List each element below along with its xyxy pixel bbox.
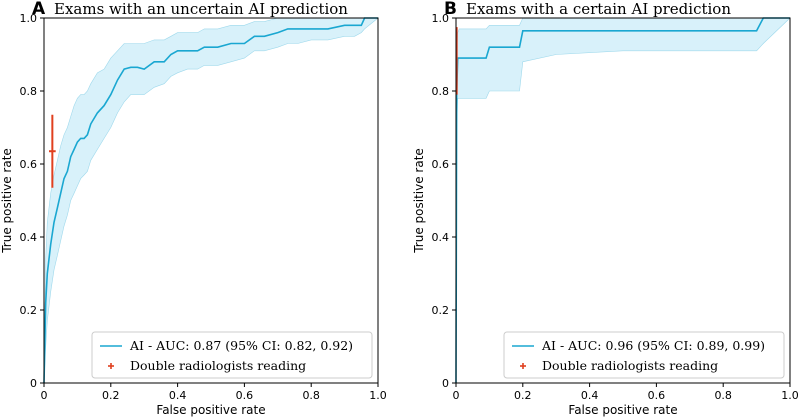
x-tick-label: 0.2: [514, 389, 532, 402]
roc-curve: [455, 17, 790, 384]
panel-b-plot-area: [455, 17, 791, 384]
x-tick-label: 1.0: [369, 389, 387, 402]
x-tick-label: 0.4: [169, 389, 187, 402]
panel-a-axes-frame: [43, 17, 379, 384]
x-tick-label: 0.6: [648, 389, 666, 402]
panel-a: 0 0.2 0.4 0.6 0.8 1.0 0 0.2 0.4 0.6 0.8 1.0 A Exams…: [0, 0, 387, 417]
y-tick-label: 0.2: [20, 304, 38, 317]
reader-point: [49, 114, 56, 188]
y-tick-label: 1.0: [432, 12, 450, 25]
x-tick-label: 0: [41, 389, 48, 402]
panel-a-title: Exams with an uncertain AI prediction: [54, 0, 348, 18]
y-tick-label: 0: [442, 377, 449, 390]
x-tick-label: 0.8: [302, 389, 320, 402]
panel-a-legend: AI - AUC: 0.87 (95% CI: 0.82, 0.92) Doub…: [91, 331, 373, 379]
y-tick-label: 1.0: [20, 12, 38, 25]
panel-a-plot-area: [43, 17, 379, 384]
y-tick-label: 0.8: [20, 85, 38, 98]
panel-b-legend-box: [503, 331, 785, 379]
y-tick-label: 0.6: [432, 158, 450, 171]
panel-b-legend-reader-swatch: [520, 363, 526, 369]
panel-b-legend-roc-label: AI - AUC: 0.96 (95% CI: 0.89, 0.99): [541, 338, 765, 353]
y-tick-label: 0: [30, 377, 37, 390]
panel-b-y-axis-label: True positive rate: [412, 148, 426, 254]
y-tick-label: 0.6: [20, 158, 38, 171]
panel-a-letter: A: [32, 0, 46, 19]
x-tick-label: 0: [453, 389, 460, 402]
panel-b-ticks: 0 0.2 0.4 0.6 0.8 1.0 0 0.2 0.4 0.6 0.8 1.0: [432, 12, 799, 402]
roc-curve: [43, 17, 378, 384]
panel-a-legend-box: [91, 331, 373, 379]
y-tick-label: 0.4: [20, 231, 38, 244]
y-tick-label: 0.2: [432, 304, 450, 317]
x-tick-label: 0.6: [236, 389, 254, 402]
panel-b-legend-reader-label: Double radiologists reading: [542, 358, 718, 373]
roc-ci-band: [43, 17, 379, 384]
panel-b-axes-frame: [455, 17, 791, 384]
panel-b-x-axis-label: False positive rate: [568, 403, 677, 417]
panel-a-legend-reader-label: Double radiologists reading: [130, 358, 306, 373]
y-tick-label: 0.4: [432, 231, 450, 244]
panel-a-ticks: 0 0.2 0.4 0.6 0.8 1.0 0 0.2 0.4 0.6 0.8 1.0: [20, 12, 387, 402]
panel-b-title: Exams with a certain AI prediction: [466, 0, 731, 18]
panel-b: 0 0.2 0.4 0.6 0.8 1.0 0 0.2 0.4 0.6 0.8 1.0 B Exams…: [412, 0, 799, 417]
x-tick-label: 0.4: [581, 389, 599, 402]
panel-a-legend-roc-label: AI - AUC: 0.87 (95% CI: 0.82, 0.92): [129, 338, 353, 353]
x-tick-label: 0.2: [102, 389, 120, 402]
panel-a-y-axis-label: True positive rate: [0, 148, 14, 254]
panel-b-legend: AI - AUC: 0.96 (95% CI: 0.89, 0.99) Doub…: [503, 331, 785, 379]
panel-b-letter: B: [444, 0, 457, 19]
roc-ci-band: [455, 17, 791, 384]
panel-a-x-axis-label: False positive rate: [156, 403, 265, 417]
x-tick-label: 0.8: [714, 389, 732, 402]
panel-a-legend-reader-swatch: [108, 363, 114, 369]
x-tick-label: 1.0: [781, 389, 799, 402]
y-tick-label: 0.8: [432, 85, 450, 98]
